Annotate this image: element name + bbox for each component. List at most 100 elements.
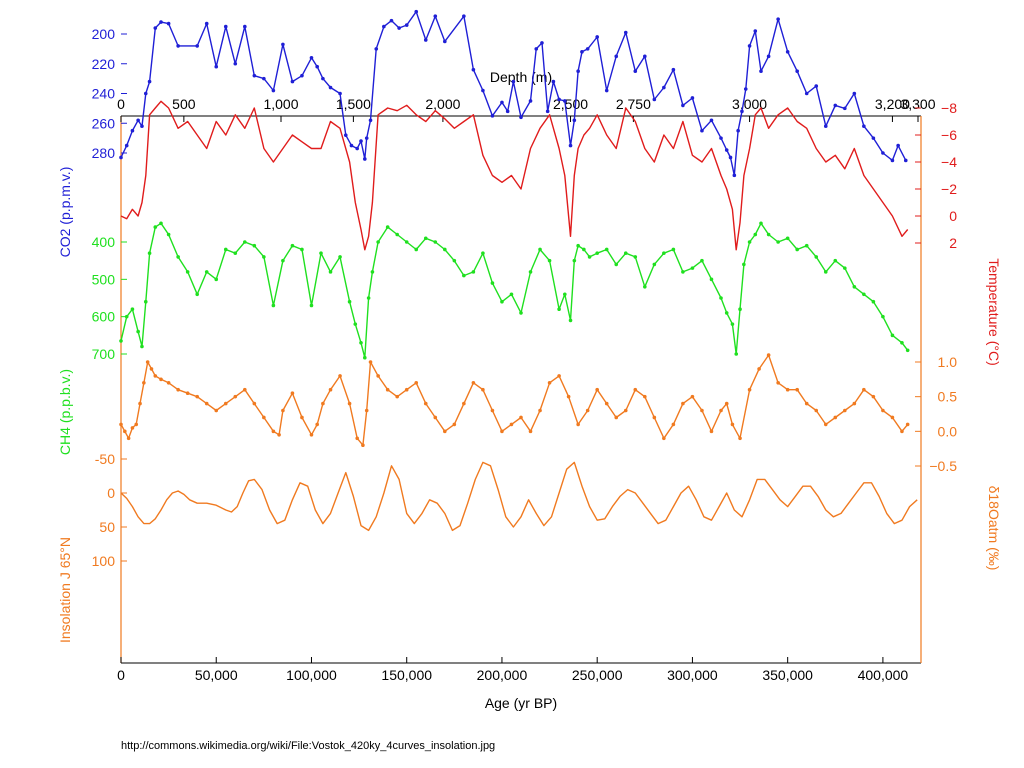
ch4-point — [338, 255, 342, 259]
co2-point — [443, 39, 447, 44]
co2-point — [785, 50, 790, 54]
ch4-point — [243, 240, 247, 244]
co2-point — [364, 136, 369, 140]
ch4-point — [700, 258, 704, 263]
ch4-point — [124, 314, 129, 319]
ch4-point — [776, 240, 780, 244]
d18o-point — [252, 401, 257, 406]
co2-point — [343, 133, 348, 137]
ch4-point — [423, 236, 428, 241]
ch4-point — [547, 258, 552, 263]
ch4-point — [481, 251, 485, 255]
depth-tick-label: 1,000 — [263, 96, 298, 112]
d18o-point — [347, 401, 352, 406]
ch4-point — [671, 247, 676, 252]
co2-point — [124, 143, 129, 148]
d18o-point — [385, 387, 390, 392]
d18o-point — [185, 391, 190, 396]
ch4-point — [233, 251, 238, 255]
age-tick-label: 0 — [117, 667, 125, 683]
co2-point — [130, 128, 135, 133]
ch4-point — [471, 270, 476, 274]
co2-point — [404, 23, 409, 27]
age-tick-label: 200,000 — [477, 667, 528, 683]
d18o-point — [376, 374, 380, 378]
depth-tick-label: 500 — [172, 96, 196, 112]
d18o-point — [145, 360, 150, 364]
ch4-point — [385, 225, 390, 229]
co2-point — [136, 118, 140, 123]
ch4-axis-title: CH4 (p.p.b.v.) — [57, 369, 73, 455]
ch4-point — [395, 232, 399, 237]
d18o-point — [585, 408, 590, 413]
co2-point — [896, 143, 900, 148]
depth-axis: Depth (m) 0 500 1,000 1,500 2,000 2,500 2,750 3… — [117, 69, 936, 122]
d18o-point — [643, 394, 647, 399]
ch4-point — [652, 262, 657, 267]
co2-point — [309, 56, 314, 60]
co2-point — [709, 118, 714, 123]
insolation-tick-label: 100 — [92, 553, 116, 569]
co2-point — [153, 26, 158, 30]
co2-point — [233, 61, 238, 66]
ch4-point — [347, 299, 352, 304]
d18o-point — [443, 429, 447, 434]
ch4-point — [359, 341, 363, 345]
ch4-tick-label: 500 — [92, 271, 116, 287]
d18o-point — [509, 422, 514, 427]
co2-axis-title: CO2 (p.p.m.v.) — [57, 167, 73, 258]
co2-point — [700, 128, 704, 133]
ch4-point — [328, 270, 333, 274]
d18o-point — [843, 408, 847, 413]
co2-point — [833, 103, 838, 108]
ch4-point — [766, 232, 771, 237]
ch4-point — [905, 348, 910, 353]
d18o-point — [243, 387, 247, 392]
co2-point — [397, 26, 401, 30]
d18o-point — [300, 415, 304, 420]
co2-point — [414, 9, 419, 14]
age-axis-title: Age (yr BP) — [485, 695, 557, 711]
d18o-point — [528, 429, 533, 434]
d18o-point — [281, 408, 285, 413]
age-tick-label: 250,000 — [572, 667, 623, 683]
source-url: http://commons.wikimedia.org/wiki/File:V… — [121, 740, 496, 752]
d18o-point — [123, 429, 127, 434]
d18o-point — [271, 429, 276, 434]
co2-point — [766, 54, 771, 59]
ch4-point — [662, 251, 666, 255]
d18o-point — [368, 360, 373, 364]
age-tick-label: 100,000 — [286, 667, 337, 683]
left-axes: 200 220 240 260 280 400 500 600 700 -50 0 50 100 — [92, 26, 127, 569]
d18o-point — [795, 387, 799, 392]
ch4-point — [900, 341, 904, 345]
ch4-point — [143, 299, 148, 304]
d18o-axis-title: δ18Oatm (‰) — [986, 486, 1002, 571]
d18o-point — [547, 381, 552, 385]
d18o-point — [747, 387, 752, 392]
co2-point — [572, 118, 577, 123]
ch4-point — [363, 355, 367, 360]
d18o-point — [142, 381, 146, 385]
ch4-point — [195, 292, 199, 297]
d18o-point — [277, 433, 281, 437]
ch4-point — [500, 299, 504, 304]
series-layer — [119, 9, 918, 532]
ch4-point — [724, 311, 729, 315]
depth-tick-label: 2,000 — [425, 96, 460, 112]
ch4-point — [443, 247, 447, 252]
d18o-point — [690, 394, 695, 399]
age-tick-label: 50,000 — [195, 667, 238, 683]
ch4-point — [281, 258, 285, 263]
ch4-point — [709, 277, 714, 282]
co2-point — [743, 87, 748, 91]
d18o-point — [262, 415, 266, 420]
d18o-point — [671, 422, 676, 427]
d18o-point — [652, 415, 657, 420]
co2-point — [690, 96, 695, 100]
co2-point — [214, 64, 219, 69]
co2-point — [903, 158, 908, 163]
ch4-point — [204, 270, 209, 274]
co2-point — [147, 79, 152, 84]
co2-point — [374, 47, 379, 51]
